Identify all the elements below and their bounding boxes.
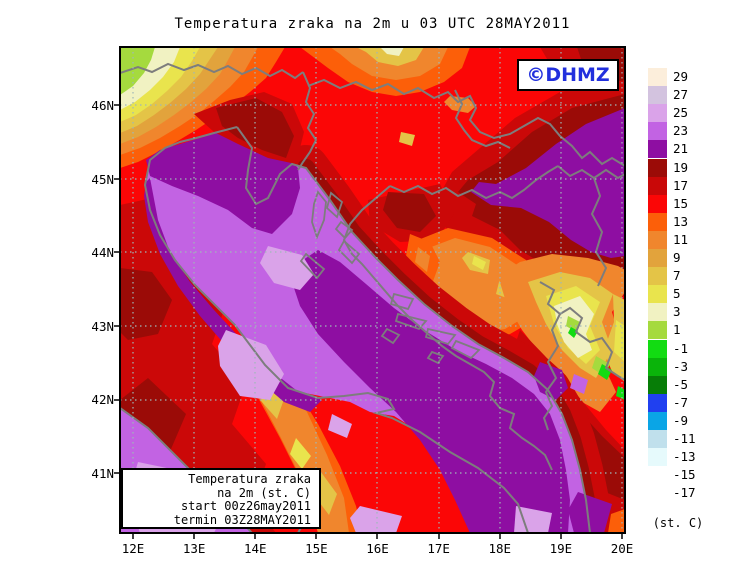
colorbar-swatch — [648, 267, 667, 286]
colorbar-tick-label: 21 — [673, 141, 689, 157]
colorbar-tick-label: 1 — [673, 322, 681, 338]
x-axis-tick-label: 12E — [121, 541, 145, 556]
colorbar-swatch — [648, 285, 667, 304]
y-axis-tick-label: 44N — [91, 245, 114, 261]
colorbar-swatch — [648, 230, 667, 249]
colorbar-swatch — [648, 68, 667, 87]
x-axis-tick-label: 16E — [366, 541, 389, 556]
legend-line-level: na 2m (st. C) — [217, 485, 311, 500]
colorbar-swatch — [648, 411, 667, 430]
colorbar-swatch — [648, 339, 667, 358]
colorbar-swatch — [648, 122, 667, 141]
y-axis-tick-label: 43N — [91, 318, 114, 334]
colorbar-swatch — [648, 321, 667, 340]
colorbar-unit-label: (st. C) — [652, 516, 704, 530]
colorbar-swatch — [648, 393, 667, 412]
colorbar-swatch — [648, 484, 667, 503]
x-axis-tick-label: 15E — [305, 541, 328, 556]
x-axis-tick-label: 20E — [610, 541, 634, 556]
y-axis-tick-label: 46N — [91, 98, 114, 113]
colorbar-tick-label: -17 — [673, 485, 696, 501]
colorbar-tick-label: 27 — [673, 87, 689, 103]
colorbar-swatch — [648, 357, 667, 376]
colorbar-tick-label: 19 — [673, 159, 689, 175]
colorbar-swatch — [648, 212, 667, 231]
colorbar-swatch — [648, 430, 667, 449]
dhmz-logo-text: ©DHMZ — [526, 64, 610, 86]
legend-line-start: start 00z26may2011 — [180, 499, 311, 513]
colorbar-tick-label: -1 — [673, 340, 689, 356]
x-axis-tick-label: 14E — [243, 541, 267, 556]
colorbar-tick-label: -11 — [673, 431, 696, 446]
colorbar-swatch — [648, 194, 667, 213]
colorbar-swatch — [648, 158, 667, 177]
x-axis-tick-label: 17E — [427, 541, 450, 556]
y-axis-tick-label: 41N — [91, 466, 114, 481]
colorbar-swatch — [648, 448, 667, 467]
colorbar-tick-label: 9 — [673, 250, 681, 265]
colorbar-tick-label: 25 — [673, 105, 689, 121]
map-frame — [119, 46, 626, 534]
x-axis-tick-label: 13E — [182, 541, 206, 556]
legend-line-variable: Temperatura zraka — [188, 472, 311, 486]
colorbar-tick-label: 13 — [673, 213, 689, 229]
colorbar-swatch — [648, 86, 667, 105]
colorbar-swatch — [648, 140, 667, 159]
colorbar-tick-label: -15 — [673, 467, 696, 483]
colorbar-tick-label: 29 — [673, 69, 689, 84]
colorbar-swatch — [648, 104, 667, 123]
colorbar-tick-label: -7 — [673, 394, 689, 410]
colorbar-tick-label: 5 — [673, 286, 681, 302]
x-axis-tick-label: 18E — [488, 541, 512, 556]
colorbar-tick-label: -9 — [673, 412, 689, 428]
graticule-grid — [120, 47, 625, 533]
legend-line-termin: termin 03Z28MAY2011 — [173, 512, 311, 527]
colorbar-tick-label: 11 — [673, 231, 689, 247]
map-title: Temperatura zraka na 2m u 03 UTC 28MAY20… — [174, 16, 571, 32]
colorbar-swatch — [648, 249, 667, 268]
colorbar-swatch — [648, 375, 667, 394]
dhmz-watermark-box: ©DHMZ — [517, 59, 619, 91]
legend-box: Temperatura zraka na 2m (st. C) start 00… — [121, 468, 321, 529]
colorbar-swatch — [648, 466, 667, 485]
colorbar-swatch — [648, 176, 667, 195]
colorbar-tick-label: 7 — [673, 268, 681, 284]
colorbar-tick-label: 15 — [673, 195, 689, 211]
y-axis-tick-label: 45N — [91, 171, 114, 187]
colorbar-tick-label: 23 — [673, 123, 689, 139]
temperature-field — [120, 47, 625, 533]
colorbar-tick-label: -13 — [673, 449, 696, 465]
y-axis-tick-label: 42N — [91, 392, 114, 408]
colorbar-tick-label: 3 — [673, 304, 681, 320]
colorbar-tick-label: -3 — [673, 358, 689, 374]
axis-ticks — [114, 104, 623, 539]
colorbar-tick-label: -5 — [673, 376, 689, 392]
colorbar-swatch — [648, 303, 667, 322]
x-axis-tick-label: 19E — [549, 541, 573, 556]
colorbar-tick-label: 17 — [673, 177, 689, 193]
